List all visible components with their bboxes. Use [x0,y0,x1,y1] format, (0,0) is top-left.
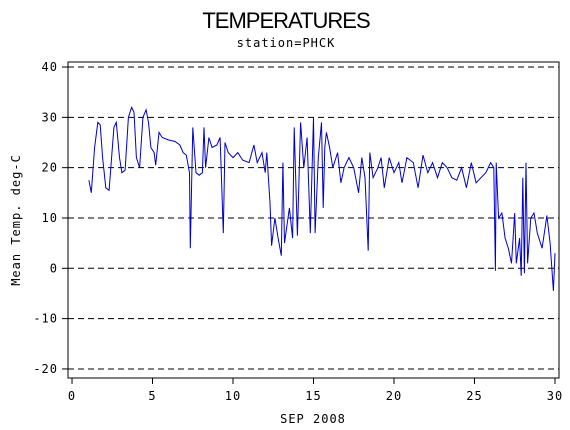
x-tick-label: 30 [547,389,563,403]
x-tick-label: 0 [68,389,76,403]
y-tick-label: 40 [42,60,58,74]
y-tick-label: 0 [50,261,58,275]
y-tick-label: 20 [42,161,58,175]
chart-title: TEMPERATURES [202,8,370,33]
y-tick-label: -10 [33,312,58,326]
x-tick-label: 5 [148,389,156,403]
y-tick-label: 10 [42,211,58,225]
y-tick-label: -20 [33,362,58,376]
y-tick-label: 30 [42,110,58,124]
line-series [88,105,556,291]
x-axis-label: SEP 2008 [280,412,346,426]
x-tick-label: 20 [386,389,402,403]
chart-subtitle: station=PHCK [237,36,336,50]
x-tick-label: 15 [305,389,321,403]
x-tick-label: 25 [466,389,482,403]
x-tick-label: 10 [225,389,241,403]
y-axis-label: Mean Temp. deg-C [9,154,23,286]
plot-frame [67,61,560,379]
